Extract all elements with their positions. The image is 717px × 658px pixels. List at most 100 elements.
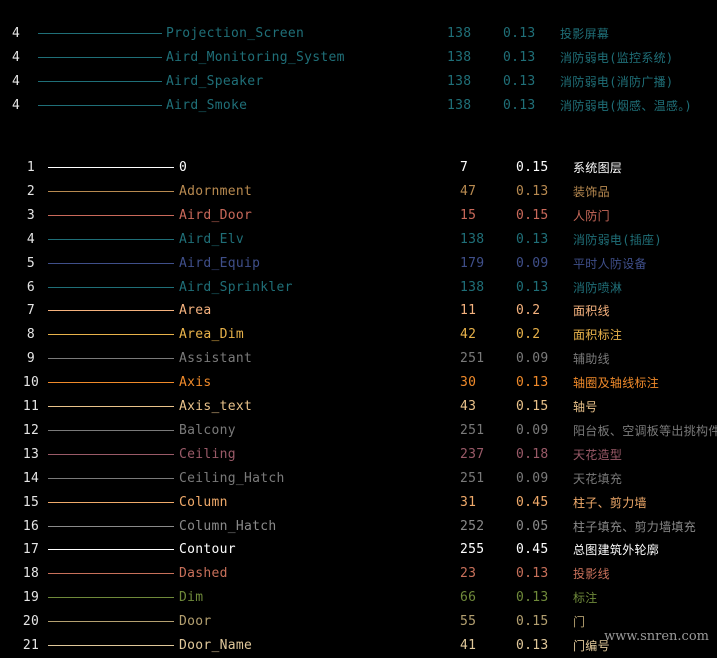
- layer-line-sample: [48, 286, 174, 288]
- layer-row[interactable]: 11 Axis_text 43 0.15 轴号: [0, 395, 717, 419]
- watermark: www.snren.com: [604, 629, 709, 644]
- layer-line-sample: [48, 525, 174, 527]
- layer-color-index: 138: [447, 74, 472, 89]
- layer-row[interactable]: 2 Adornment 47 0.13 装饰品: [0, 180, 717, 204]
- layer-description: 面积标注: [573, 328, 623, 343]
- layer-line-width: 0.13: [503, 26, 536, 41]
- layer-row[interactable]: 8 Area_Dim 42 0.2 面积标注: [0, 323, 717, 347]
- layer-name: Dashed: [179, 566, 228, 582]
- layer-name: Door: [179, 614, 212, 630]
- layer-line-sample: [48, 334, 174, 336]
- layer-row[interactable]: 6 Aird_Sprinkler 138 0.13 消防喷淋: [0, 276, 717, 300]
- layer-number: 4: [12, 98, 21, 113]
- layer-line-sample: [48, 382, 174, 384]
- layer-color-index: 237: [460, 446, 485, 462]
- layer-name: Axis: [179, 375, 212, 391]
- layer-row[interactable]: 14 Ceiling_Hatch 251 0.09 天花填充: [0, 467, 717, 491]
- layer-row[interactable]: 21 Door_Name 41 0.13 门编号: [0, 634, 717, 658]
- layer-line-width: 0.13: [503, 98, 536, 113]
- layer-line-sample: [48, 190, 174, 192]
- layer-number: 20: [22, 614, 40, 630]
- layer-row[interactable]: 19 Dim 66 0.13 标注: [0, 586, 717, 610]
- layer-number: 13: [22, 446, 40, 462]
- layer-name: Aird_Smoke: [166, 98, 248, 113]
- layer-name: Area: [179, 303, 212, 319]
- layer-description: 辅助线: [573, 352, 610, 367]
- layer-line-width: 0.13: [503, 50, 536, 65]
- layer-color-index: 30: [460, 375, 477, 391]
- layer-name: Column_Hatch: [179, 518, 277, 534]
- layer-number: 17: [22, 542, 40, 558]
- layer-number: 1: [26, 160, 36, 175]
- layer-color-index: 11: [460, 303, 477, 319]
- layer-line-sample: [48, 238, 174, 240]
- layer-row[interactable]: 15 Column 31 0.45 柱子、剪力墙: [0, 491, 717, 515]
- layer-line-width: 0.13: [516, 279, 549, 295]
- layer-description: 柱子、剪力墙: [573, 495, 647, 510]
- layer-number: 4: [12, 26, 21, 41]
- layer-row[interactable]: 18 Dashed 23 0.13 投影线: [0, 562, 717, 586]
- layer-description: 柱子填充、剪力墙填充: [573, 519, 697, 534]
- layer-name: 0: [179, 160, 188, 175]
- layer-line-width: 0.45: [516, 494, 549, 510]
- layer-line-sample: [38, 57, 162, 58]
- layer-description: 轴号: [573, 400, 598, 414]
- layer-name: Assistant: [179, 351, 253, 367]
- layer-line-sample: [48, 262, 174, 264]
- layer-color-index: 66: [460, 590, 477, 606]
- layer-name: Door_Name: [179, 638, 253, 653]
- layer-row[interactable]: 12 Balcony 251 0.09 阳台板、空调板等出挑构件: [0, 419, 717, 443]
- layer-line-width: 0.09: [516, 470, 549, 486]
- layer-line-width: 0.2: [516, 303, 541, 319]
- layer-number: 8: [26, 327, 36, 343]
- layer-color-index: 41: [460, 638, 477, 653]
- layer-name: Balcony: [179, 422, 236, 438]
- layer-row[interactable]: 1 0 7 0.15 系统图层: [0, 156, 717, 180]
- layer-description: 系统图层: [573, 161, 623, 175]
- layer-row[interactable]: 4 Aird_Monitoring_System 138 0.13 消防弱电(监控系统): [0, 46, 717, 70]
- layer-description: 投影线: [573, 567, 610, 582]
- layer-row[interactable]: 4 Aird_Speaker 138 0.13 消防弱电(消防广播): [0, 70, 717, 94]
- layer-line-width: 0.13: [516, 638, 549, 653]
- layer-number: 5: [26, 255, 36, 271]
- layer-line-width: 0.15: [516, 160, 549, 175]
- layer-color-index: 7: [460, 160, 469, 175]
- layer-description: 消防弱电(烟感、温感。): [560, 99, 693, 113]
- layer-number: 15: [22, 494, 40, 510]
- layer-row[interactable]: 4 Aird_Smoke 138 0.13 消防弱电(烟感、温感。): [0, 94, 717, 118]
- layer-row[interactable]: 3 Aird_Door 15 0.15 人防门: [0, 204, 717, 228]
- layer-row[interactable]: 7 Area 11 0.2 面积线: [0, 299, 717, 323]
- layer-description: 面积线: [573, 304, 610, 319]
- layer-description: 门: [573, 615, 586, 630]
- layer-row[interactable]: 17 Contour 255 0.45 总图建筑外轮廓: [0, 538, 717, 562]
- layer-line-sample: [48, 453, 174, 455]
- layer-number: 19: [22, 590, 40, 606]
- layer-description: 天花填充: [573, 471, 623, 486]
- layer-row[interactable]: 16 Column_Hatch 252 0.05 柱子填充、剪力墙填充: [0, 515, 717, 539]
- layer-color-index: 179: [460, 255, 485, 271]
- layer-number: 3: [26, 207, 36, 223]
- layer-row[interactable]: 4 Aird_Elv 138 0.13 消防弱电(插座): [0, 228, 717, 252]
- layer-line-width: 0.2: [516, 327, 541, 343]
- layer-row[interactable]: 4 Projection_Screen 138 0.13 投影屏幕: [0, 22, 717, 46]
- layer-color-index: 31: [460, 494, 477, 510]
- layer-name: Dim: [179, 590, 204, 606]
- layer-description: 消防弱电(消防广播): [560, 75, 674, 89]
- layer-line-width: 0.15: [516, 399, 549, 414]
- layer-line-width: 0.05: [516, 518, 549, 534]
- layer-line-width: 0.13: [503, 74, 536, 89]
- layer-number: 14: [22, 470, 40, 486]
- layer-row[interactable]: 20 Door 55 0.15 门: [0, 610, 717, 634]
- layer-number: 18: [22, 566, 40, 582]
- layer-line-width: 0.09: [516, 351, 549, 367]
- layer-line-sample: [48, 621, 174, 623]
- layer-row[interactable]: 13 Ceiling 237 0.18 天花造型: [0, 443, 717, 467]
- layer-description: 轴圈及轴线标注: [573, 376, 660, 391]
- layer-number: 16: [22, 518, 40, 534]
- layer-number: 9: [26, 351, 36, 367]
- layer-row[interactable]: 9 Assistant 251 0.09 辅助线: [0, 347, 717, 371]
- layer-line-width: 0.45: [516, 542, 549, 558]
- layer-row[interactable]: 5 Aird_Equip 179 0.09 平时人防设备: [0, 252, 717, 276]
- layer-description: 总图建筑外轮廓: [573, 543, 660, 558]
- layer-row[interactable]: 10 Axis 30 0.13 轴圈及轴线标注: [0, 371, 717, 395]
